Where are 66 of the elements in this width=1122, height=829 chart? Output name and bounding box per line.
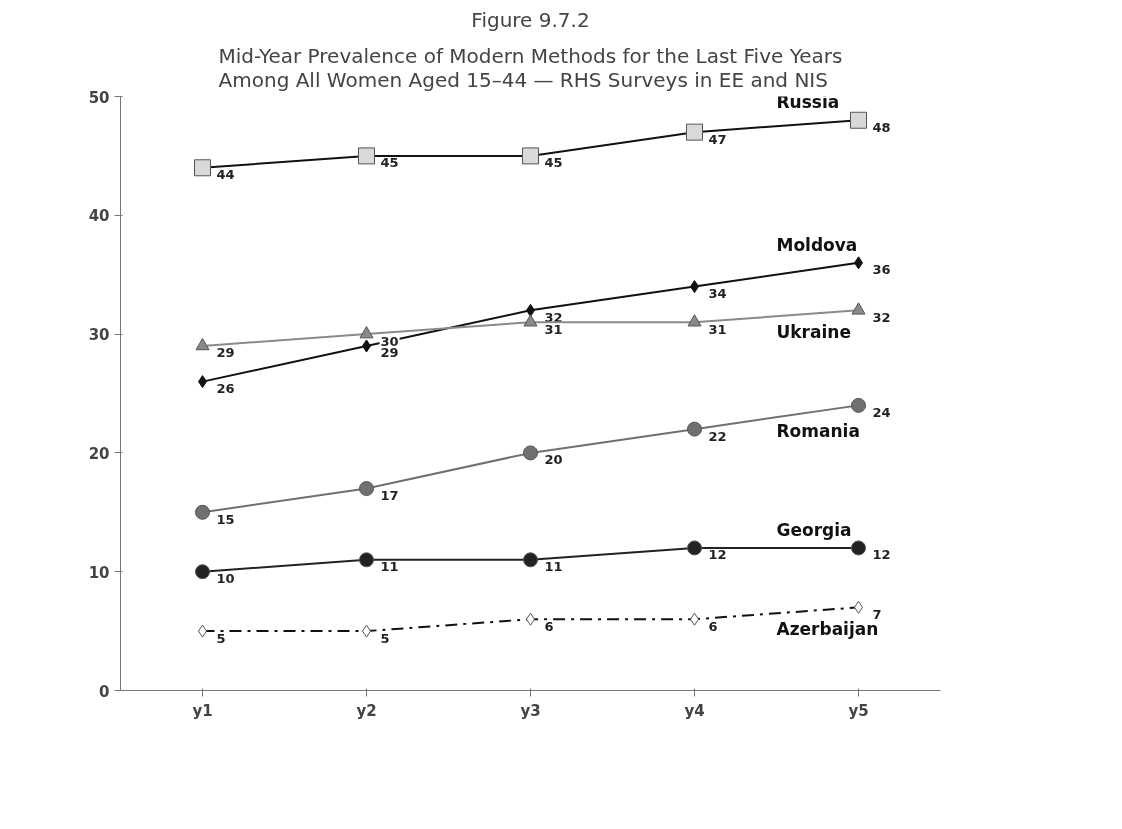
data-label: 12 <box>872 547 891 563</box>
data-label: 30 <box>380 333 399 349</box>
data-label: 5 <box>380 630 390 646</box>
x-tick-label: y3 <box>520 701 541 720</box>
data-label: 29 <box>216 345 235 361</box>
y-tick-label: 10 <box>88 563 110 582</box>
point <box>686 123 703 141</box>
x-tick-label: y5 <box>848 701 869 720</box>
data-label: 11 <box>380 559 399 575</box>
series-label: Georgia <box>776 519 852 540</box>
point <box>851 302 866 315</box>
point <box>359 481 374 497</box>
data-label: 7 <box>872 606 882 622</box>
data-label: 15 <box>216 511 235 527</box>
series-label: Romania <box>776 421 860 442</box>
y-tick-label: 0 <box>99 682 110 701</box>
point <box>194 159 211 177</box>
data-label: 24 <box>872 404 891 420</box>
series-label: Moldova <box>776 234 858 255</box>
data-label: 26 <box>216 381 235 397</box>
point <box>687 540 702 556</box>
data-label: 48 <box>872 119 891 135</box>
point <box>358 147 375 165</box>
data-label: 36 <box>872 262 891 278</box>
point <box>523 445 538 461</box>
point <box>523 314 538 327</box>
chart-title: Figure 9.7.2 <box>471 7 590 32</box>
point <box>195 504 210 520</box>
data-label: 32 <box>872 309 891 325</box>
point <box>359 326 374 339</box>
point <box>195 564 210 580</box>
point <box>851 540 866 556</box>
point <box>195 337 210 351</box>
data-label: 17 <box>380 488 399 504</box>
data-label: 45 <box>544 155 563 171</box>
data-label: 12 <box>708 547 727 563</box>
x-tick-label: y1 <box>192 701 213 720</box>
y-tick-label: 40 <box>88 207 110 226</box>
x-tick-label: y4 <box>684 701 705 720</box>
data-label: 44 <box>216 167 235 183</box>
chart-subtitle: Mid-Year Prevalence of Modern Methods for the Last Five Years Among All Women Aged 15–44 — RHS Surveys in EE and NIS <box>218 43 843 92</box>
y-tick-label: 50 <box>88 88 110 107</box>
x-tick-label: y2 <box>356 701 377 720</box>
data-label: 31 <box>708 321 727 337</box>
data-label: 22 <box>708 428 727 444</box>
data-label: 11 <box>544 559 563 575</box>
data-label: 10 <box>216 571 235 587</box>
y-tick-label: 30 <box>88 326 110 345</box>
point <box>851 397 866 413</box>
point <box>359 552 374 568</box>
point <box>522 147 539 165</box>
point <box>523 552 538 568</box>
series-label: Azerbaijan <box>776 619 879 640</box>
point <box>687 314 702 327</box>
data-label: 45 <box>380 155 399 171</box>
data-label: 6 <box>544 618 554 634</box>
data-label: 34 <box>708 286 727 302</box>
data-label: 6 <box>708 618 718 634</box>
data-label: 31 <box>544 321 563 337</box>
data-label: 47 <box>708 131 727 147</box>
data-label: 20 <box>544 452 563 468</box>
point <box>687 421 702 437</box>
y-tick-label: 20 <box>88 444 110 463</box>
point <box>850 111 867 129</box>
series-label: Ukraine <box>776 322 851 343</box>
data-label: 5 <box>216 630 226 646</box>
